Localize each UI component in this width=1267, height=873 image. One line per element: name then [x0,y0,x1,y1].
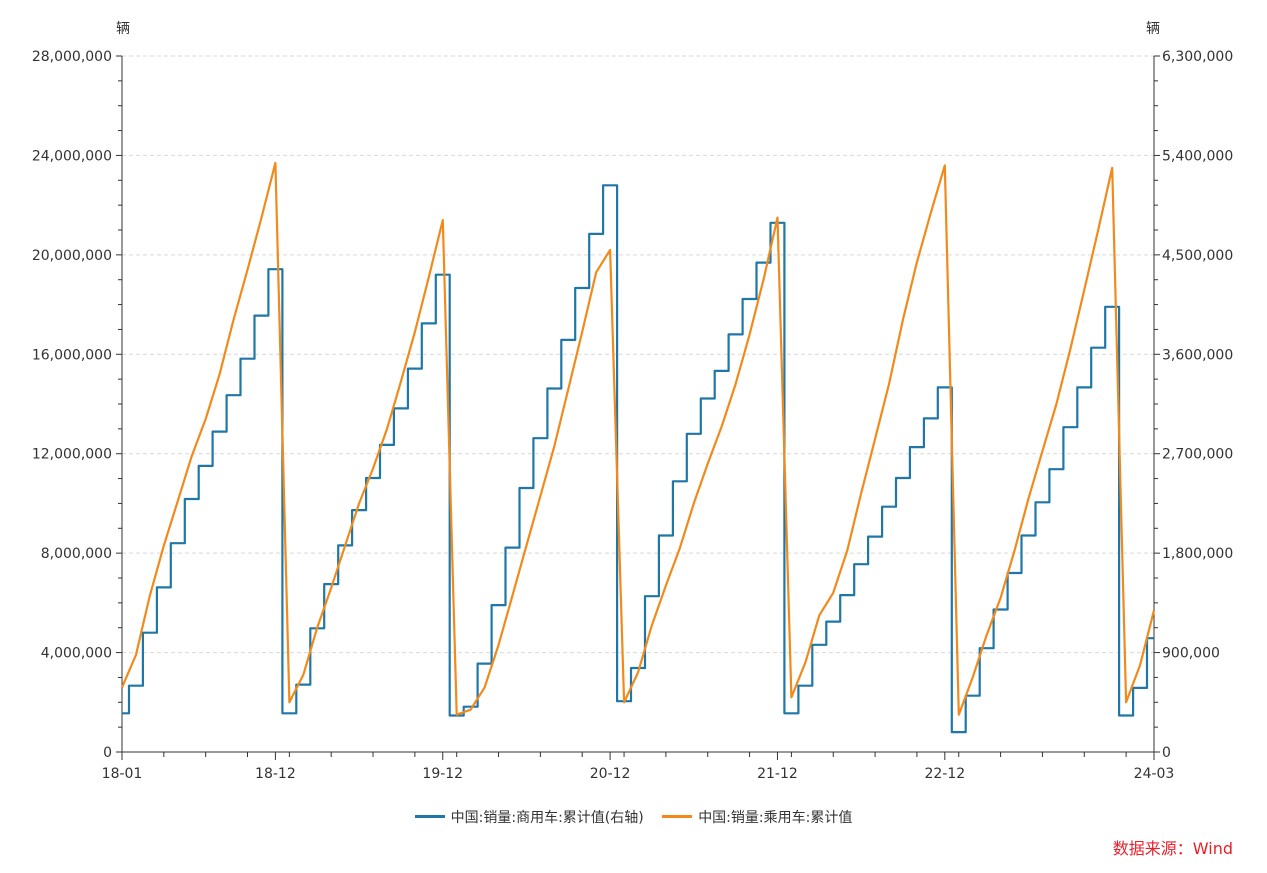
legend-swatch-commercial [414,815,445,818]
left-tick-label: 0 [103,745,112,761]
x-tick-label: 19-12 [422,766,463,782]
series-line-passenger [120,161,1156,716]
left-tick-label: 4,000,000 [41,646,112,662]
grid-lines [122,55,1154,654]
left-axis-unit: 辆 [116,21,130,37]
legend-label-commercial: 中国:销量:商用车:累计值(右轴) [450,809,644,826]
left-tick-label: 20,000,000 [32,248,112,264]
legend-swatch-passenger [662,815,693,818]
x-tick-label: 20-12 [590,766,631,782]
x-tick-label: 21-12 [757,766,798,782]
right-axis-unit: 辆 [1146,21,1160,37]
right-tick-label: 2,700,000 [1162,447,1233,463]
right-tick-label: 4,500,000 [1162,248,1233,264]
left-tick-label: 8,000,000 [41,546,112,562]
axes: 0 4,000,000 8,000,000 12,000,000 16,000,000 2… [32,49,1233,782]
left-tick-label: 16,000,000 [32,347,112,363]
series-group [120,161,1156,734]
legend: 中国:销量:商用车:累计值(右轴) 中国:销量:乘用车:累计值 [0,806,1267,827]
legend-label-passenger: 中国:销量:乘用车:累计值 [698,809,853,826]
x-tick-label: 22-12 [924,766,965,782]
left-tick-label: 24,000,000 [32,148,112,164]
right-tick-label: 5,400,000 [1162,148,1233,164]
x-tick-label: 24-03 [1134,766,1175,782]
source-note: 数据来源：Wind [1112,839,1233,858]
right-tick-label: 1,800,000 [1162,546,1233,562]
right-tick-label: 6,300,000 [1162,49,1233,65]
legend-item-passenger: 中国:销量:乘用车:累计值 [662,807,852,827]
right-tick-label: 0 [1162,745,1171,761]
right-tick-label: 900,000 [1162,646,1220,662]
right-tick-label: 3,600,000 [1162,347,1233,363]
left-tick-label: 28,000,000 [32,49,112,65]
x-tick-label: 18-01 [102,766,143,782]
series-line-commercial [122,184,1154,734]
x-tick-label: 18-12 [255,766,296,782]
legend-item-commercial: 中国:销量:商用车:累计值(右轴) [414,807,644,827]
left-tick-label: 12,000,000 [32,447,112,463]
